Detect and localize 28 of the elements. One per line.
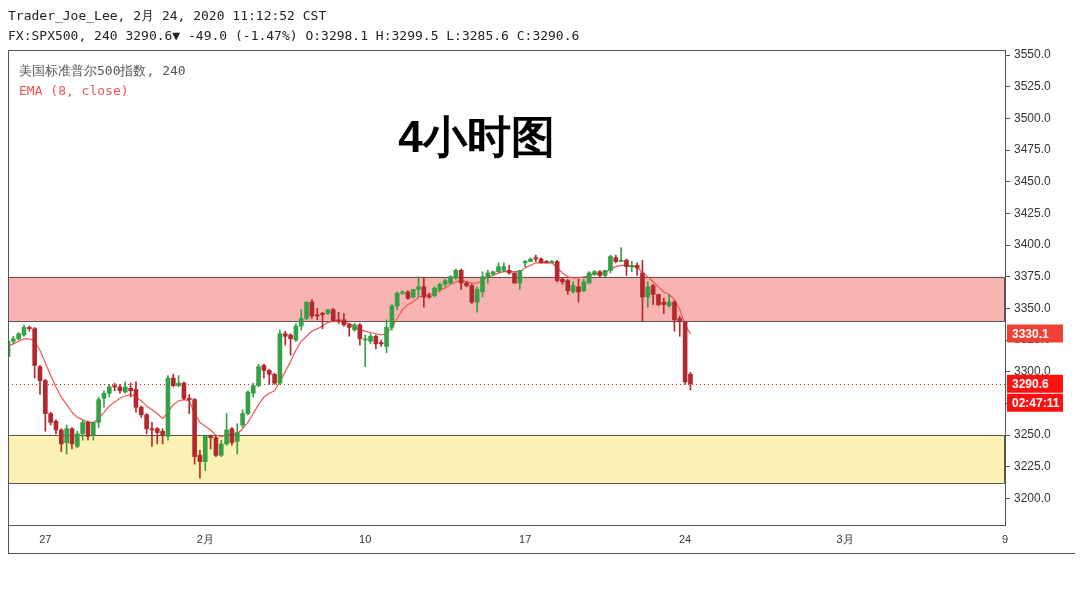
- x-tick-label: 10: [359, 532, 372, 545]
- y-tick-label: 3450.0: [1014, 174, 1052, 189]
- text: Trader_Joe_Lee, 2月 24, 2020 11:12:52 CST: [8, 8, 327, 24]
- text: 美国标准普尔500指数, 240: [19, 63, 186, 79]
- x-tick-label: 17: [519, 532, 532, 545]
- x-tick-label: 9: [1001, 532, 1009, 545]
- y-tick-label: 3350.0: [1014, 300, 1052, 315]
- text: 02:47:11: [1012, 395, 1060, 410]
- y-tick-label: 3475.0: [1014, 142, 1052, 157]
- y-tick-label: 3250.0: [1014, 427, 1052, 442]
- y-tick-label: 3200.0: [1014, 490, 1052, 505]
- x-tick-label: 27: [39, 532, 52, 545]
- text: FX:SPX500, 240 3290.6▼ -49.0 (-1.47%) O:3298.1 H:3299.5 L:3285.6 C:3290.6: [8, 28, 580, 44]
- x-tick-label: 2月: [196, 532, 214, 545]
- y-tick-label: 3300.0: [1014, 364, 1052, 379]
- text: EMA (8, close): [19, 83, 129, 99]
- y-tick-label: 3550.0: [1014, 47, 1052, 62]
- y-tick-label: 3400.0: [1014, 237, 1052, 252]
- ref-line-label: 3290.6: [1012, 376, 1050, 391]
- y-tick-label: 3525.0: [1014, 79, 1052, 94]
- y-tick-label: 3225.0: [1014, 459, 1052, 474]
- y-tick-label: 3500.0: [1014, 110, 1052, 125]
- x-tick-label: 3月: [836, 532, 854, 545]
- text: 4小时图: [398, 112, 555, 162]
- y-tick-label: 3425.0: [1014, 205, 1052, 220]
- y-tick-label: 3375.0: [1014, 269, 1052, 284]
- text: 3330.1: [1012, 326, 1050, 341]
- x-tick-label: 24: [678, 532, 692, 545]
